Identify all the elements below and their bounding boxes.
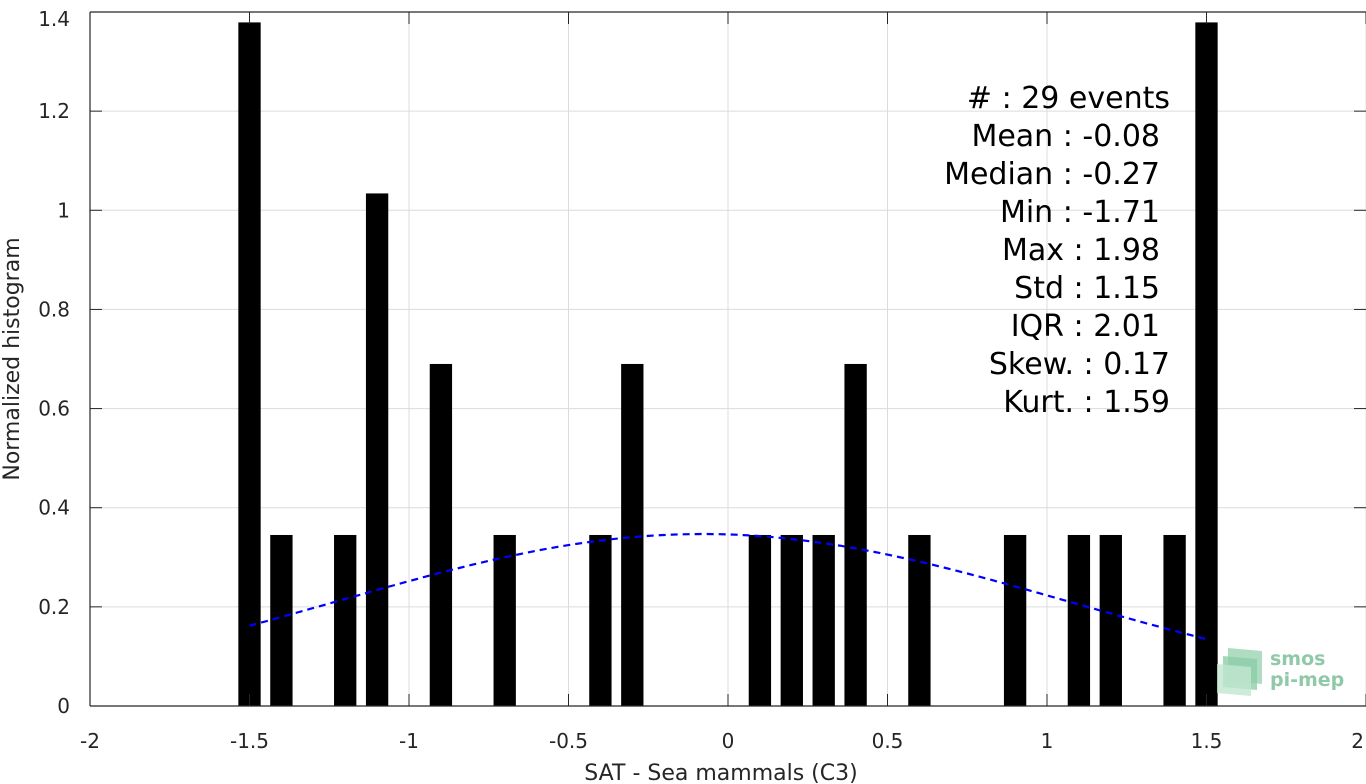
x-tick-label: -1 <box>399 729 419 753</box>
y-tick-label: 0.6 <box>38 397 70 421</box>
histogram-bar <box>238 22 261 707</box>
histogram-bar <box>748 534 772 706</box>
stat-line: Median : -0.27 <box>944 157 1160 192</box>
x-tick-label: 0 <box>722 729 735 753</box>
histogram-bar <box>908 534 931 706</box>
logo-layers-icon <box>1217 648 1262 696</box>
histogram-bar <box>1195 22 1218 707</box>
histogram-bar <box>1099 534 1122 706</box>
stat-line: Std : 1.15 <box>1014 271 1160 306</box>
stat-line: Skew. : 0.17 <box>989 347 1170 382</box>
stat-line: Max : 1.98 <box>1002 233 1160 268</box>
y-tick-label: 1.2 <box>38 99 70 123</box>
x-tick-label: -1.5 <box>230 729 269 753</box>
histogram-bar <box>780 534 803 706</box>
stat-line: Min : -1.71 <box>1000 195 1160 230</box>
x-tick-label: 1 <box>1041 729 1054 753</box>
stat-line: Kurt. : 1.59 <box>1003 385 1170 420</box>
y-tick-label: 0.8 <box>38 297 70 321</box>
histogram-bar <box>334 534 357 706</box>
x-tick-label: 0.5 <box>872 729 904 753</box>
y-tick-label: 0.2 <box>38 595 70 619</box>
stat-line: IQR : 2.01 <box>1011 309 1160 344</box>
histogram-bar <box>1163 534 1186 706</box>
y-tick-labels: 0 0.2 0.4 0.6 0.8 1 1.2 1.4 <box>38 7 70 718</box>
histogram-bar <box>365 193 389 707</box>
x-tick-label: 1.5 <box>1191 729 1223 753</box>
logo-text-smos: smos <box>1270 648 1325 670</box>
x-tick-label: -2 <box>80 729 100 753</box>
bars <box>238 22 1218 707</box>
histogram-bar <box>1067 534 1091 706</box>
y-tick-label: 0 <box>57 694 70 718</box>
x-tick-label: 2 <box>1351 729 1364 753</box>
histogram-bar <box>493 534 516 706</box>
axes <box>89 11 1366 707</box>
stat-line: # : 29 events <box>967 81 1170 116</box>
histogram-bar <box>812 534 835 706</box>
stat-line: Mean : -0.08 <box>971 119 1160 154</box>
histogram-bar <box>1003 534 1027 706</box>
y-tick-label: 1 <box>57 198 70 222</box>
histogram-bar <box>589 534 612 706</box>
smos-pi-mep-logo: smos pi-mep <box>1217 648 1344 696</box>
x-tick-labels: -2 -1.5 -1 -0.5 0 0.5 1 1.5 2 <box>80 729 1364 753</box>
y-tick-label: 0.4 <box>38 496 70 520</box>
histogram-bar <box>621 363 644 706</box>
x-tick-label: -0.5 <box>549 729 588 753</box>
y-tick-label: 1.4 <box>38 7 70 31</box>
histogram-bar <box>270 534 293 706</box>
y-axis-label: Normalized histogram <box>0 237 25 480</box>
x-axis-label: SAT - Sea mammals (C3) <box>584 761 857 784</box>
histogram-bar <box>429 363 453 706</box>
logo-text-pi-mep: pi-mep <box>1270 669 1344 691</box>
histogram-bar <box>844 363 867 706</box>
